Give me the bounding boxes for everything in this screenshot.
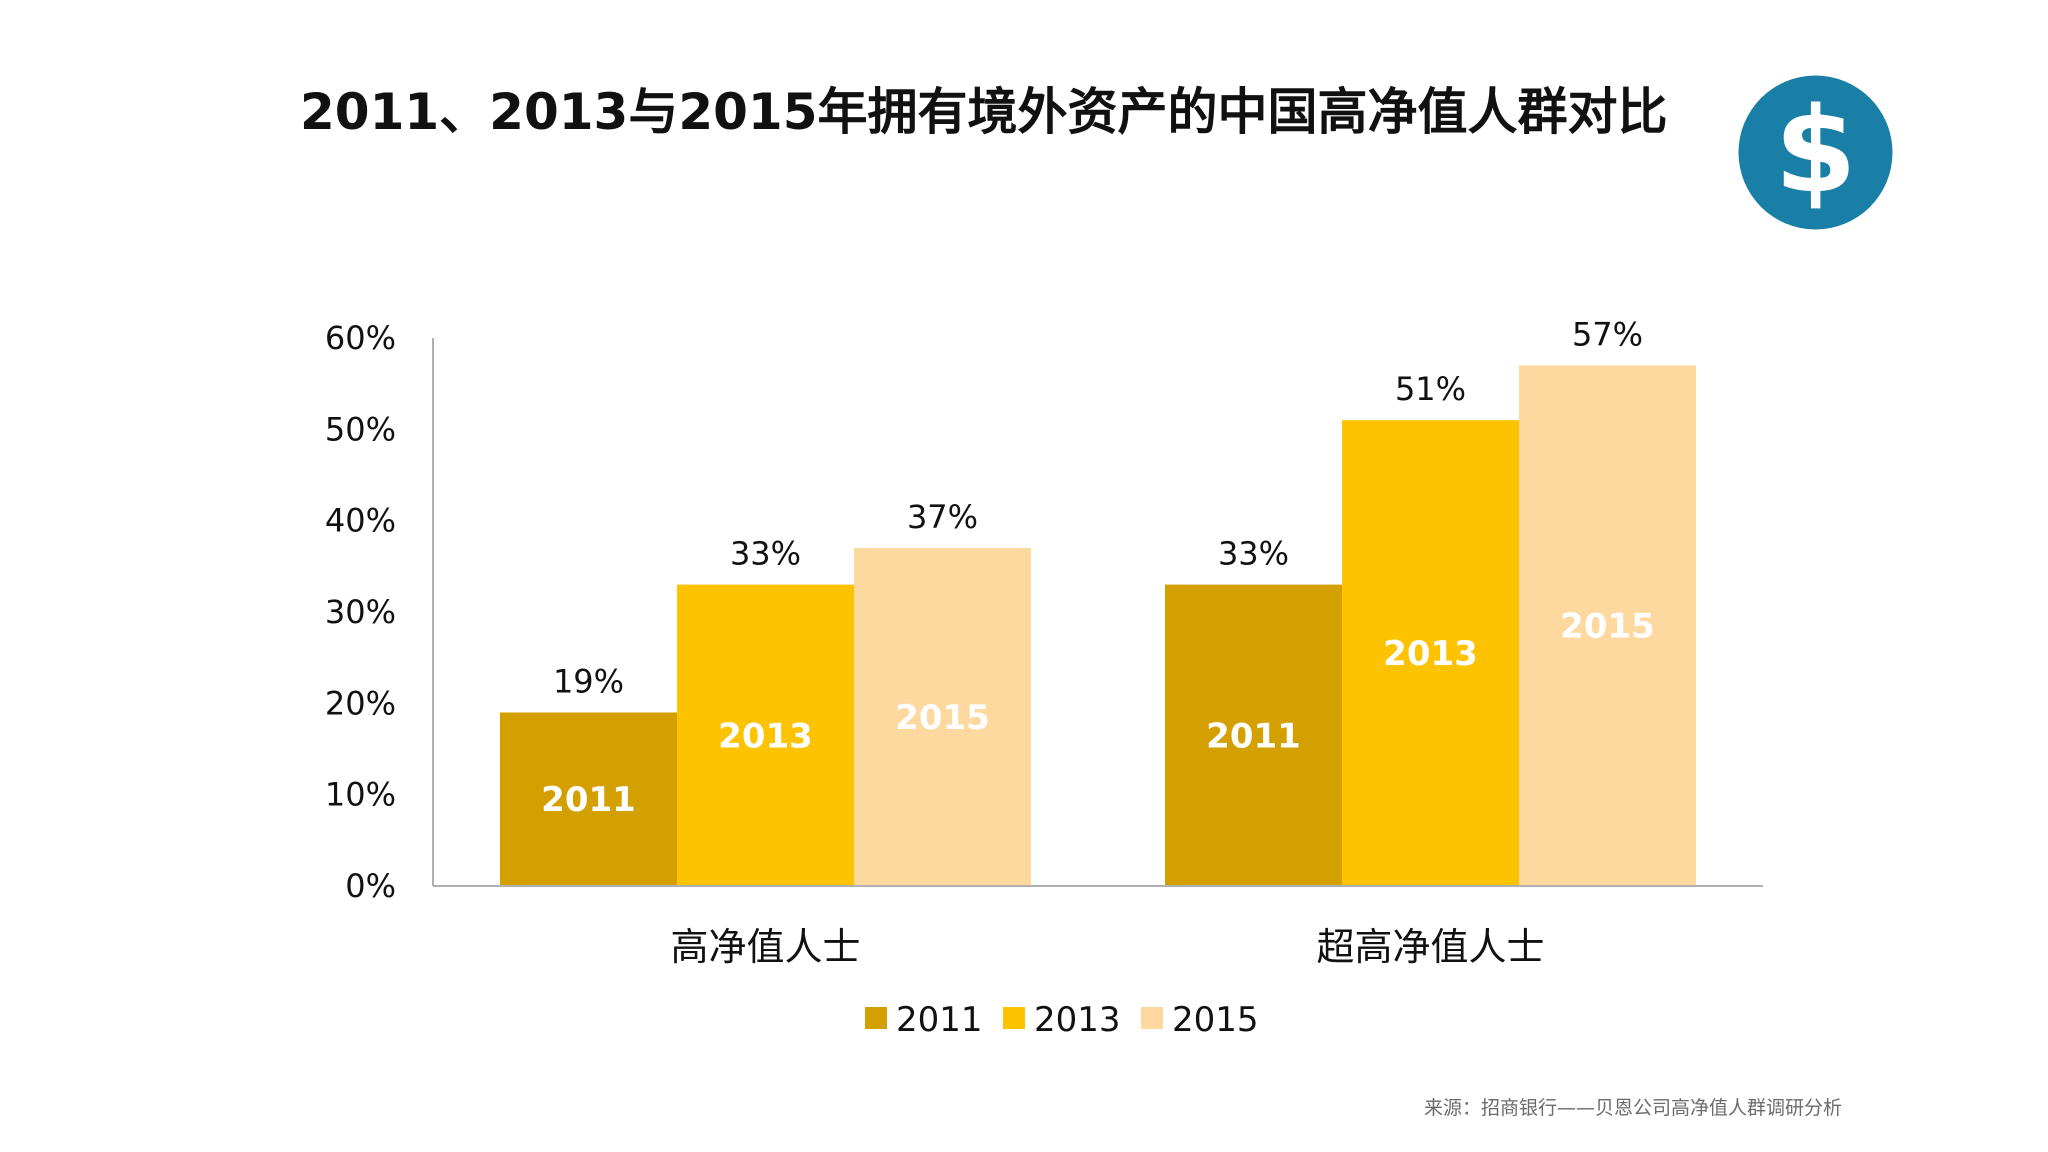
y-tick-label: 0% <box>345 867 396 905</box>
y-tick-label: 40% <box>325 502 396 540</box>
bar-series-label: 2011 <box>1206 716 1301 756</box>
legend-label: 2011 <box>896 1000 983 1040</box>
legend-swatch-2013 <box>1003 1007 1025 1029</box>
legend-swatch-2011 <box>865 1007 887 1029</box>
bars <box>500 365 1696 886</box>
bar-series-label: 2013 <box>1383 634 1478 674</box>
y-tick-label: 50% <box>325 410 396 448</box>
value-label: 33% <box>730 535 801 573</box>
axes <box>432 338 1763 887</box>
y-tick-label: 30% <box>325 593 396 631</box>
legend-label: 2013 <box>1034 1000 1121 1040</box>
legend-label: 2015 <box>1172 1000 1259 1040</box>
source-note: 来源：招商银行——贝恩公司高净值人群调研分析 <box>1424 1097 1843 1119</box>
legend-swatch-2015 <box>1141 1007 1163 1029</box>
bar-2015-hnwi <box>854 548 1031 886</box>
data-labels: 19% 2011 33% 2013 37% 2015 33% 2011 51% 2013 57% 20… <box>541 315 1655 820</box>
legend: 2011 2013 2015 <box>865 1000 1259 1040</box>
value-label: 57% <box>1572 315 1643 353</box>
value-label: 51% <box>1395 370 1466 408</box>
dollar-icon: $ <box>1738 75 1893 230</box>
bar-2015-uhnwi <box>1519 365 1696 886</box>
x-category-label: 超高净值人士 <box>1316 925 1544 969</box>
bar-2011-uhnwi <box>1165 584 1342 886</box>
x-category-label: 高净值人士 <box>670 925 860 969</box>
category-labels: 高净值人士 超高净值人士 <box>670 925 1544 969</box>
y-tick-label: 60% <box>325 319 396 357</box>
chart-title: 2011、2013与2015年拥有境外资产的中国高净值人群对比 <box>300 83 1668 141</box>
y-tick-label: 20% <box>325 684 396 722</box>
bar-series-label: 2015 <box>1560 607 1655 647</box>
bar-2011-hnwi <box>500 712 677 886</box>
value-label: 33% <box>1218 535 1289 573</box>
dollar-symbol: $ <box>1774 81 1856 219</box>
y-axis-ticks: 0% 10% 20% 30% 40% 50% 60% <box>325 319 396 905</box>
value-label: 37% <box>907 498 978 536</box>
bar-series-label: 2013 <box>718 716 813 756</box>
bar-series-label: 2011 <box>541 780 636 820</box>
bar-2013-uhnwi <box>1342 420 1519 886</box>
bar-series-label: 2015 <box>895 698 990 738</box>
y-tick-label: 10% <box>325 776 396 814</box>
bar-2013-hnwi <box>677 584 854 886</box>
value-label: 19% <box>553 662 624 700</box>
